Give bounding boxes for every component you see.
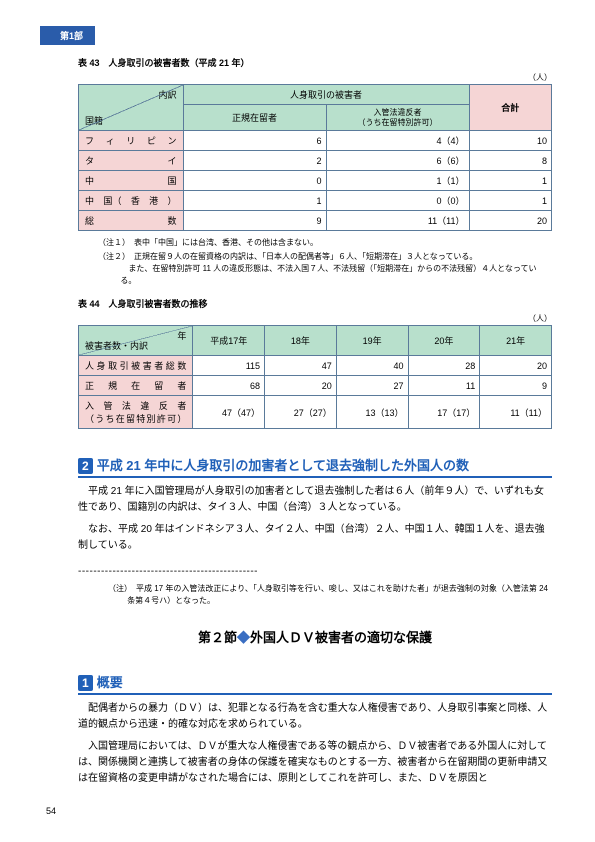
table43-h-violation: 入管法違反者 （うち在留特別許可）	[326, 105, 469, 131]
table-row-label: 総 数	[79, 211, 184, 231]
table44-caption: 表 44 人身取引被害者数の推移	[78, 297, 552, 310]
table44-diag: 年 被害者数・内訳	[79, 326, 193, 356]
section-2-heading: 2平成 21 年中に人身取引の加害者として退去強制した外国人の数	[78, 451, 552, 478]
table-row-label: フ ィ リ ピ ン	[79, 131, 184, 151]
table44-unit: （人）	[78, 313, 552, 324]
dashline: ----------------------------------------…	[78, 566, 552, 577]
sec2-p1: 平成 21 年に入国管理局が人身取引の加害者として退去強制した者は６人（前年９人…	[78, 484, 552, 516]
part-label: 第1部	[40, 26, 95, 45]
table43-h-regular: 正規在留者	[183, 105, 326, 131]
table43-notes: （注１） 表中「中国」には台湾、香港、その他は含まない。 （注２） 正規在留９人…	[98, 237, 552, 287]
page-content: 表 43 人身取引の被害者数（平成 21 年） （人） 内訳 国籍 人身取引の被…	[78, 50, 552, 787]
table-row-label: 中 国（ 香 港 ）	[79, 191, 184, 211]
table-row-label: 中 国	[79, 171, 184, 191]
table43-caption: 表 43 人身取引の被害者数（平成 21 年）	[78, 56, 552, 69]
sec1-p1: 配偶者からの暴力（ＤＶ）は、犯罪となる行為を含む重大な人権侵害であり、人身取引事…	[78, 701, 552, 733]
table-row-label: 入 管 法 違 反 者 （うち在留特別許可）	[79, 396, 193, 429]
node2-title: 第２節◆外国人ＤＶ被害者の適切な保護	[78, 627, 552, 646]
table43-h-victims: 人身取引の被害者	[183, 85, 469, 105]
table43: 内訳 国籍 人身取引の被害者 合計 正規在留者 入管法違反者 （うち在留特別許可…	[78, 84, 552, 231]
table43-unit: （人）	[78, 72, 552, 83]
section-1-heading: 1概要	[78, 668, 552, 695]
table43-diag: 内訳 国籍	[79, 85, 184, 131]
table-row-label: 人身取引被害者総数	[79, 356, 193, 376]
diamond-icon: ◆	[237, 630, 250, 645]
page-number: 54	[46, 806, 56, 816]
table43-h-total: 合計	[469, 85, 552, 131]
table-row-label: 正 規 在 留 者	[79, 376, 193, 396]
sec1-p2: 入国管理局においては、ＤＶが重大な人権侵害である等の観点から、ＤＶ被害者である外…	[78, 739, 552, 787]
section-num-1: 1	[78, 675, 93, 691]
sec2-p2: なお、平成 20 年はインドネシア３人、タイ２人、中国（台湾）２人、中国１人、韓…	[78, 522, 552, 554]
sec2-note: （注） 平成 17 年の入管法改正により、「人身取引等を行い、唆し、又はこれを助…	[108, 583, 552, 607]
table-row-label: タ イ	[79, 151, 184, 171]
section-num-2: 2	[78, 458, 93, 474]
table44: 年 被害者数・内訳 平成17年 18年 19年 20年 21年 人身取引被害者総…	[78, 325, 552, 429]
